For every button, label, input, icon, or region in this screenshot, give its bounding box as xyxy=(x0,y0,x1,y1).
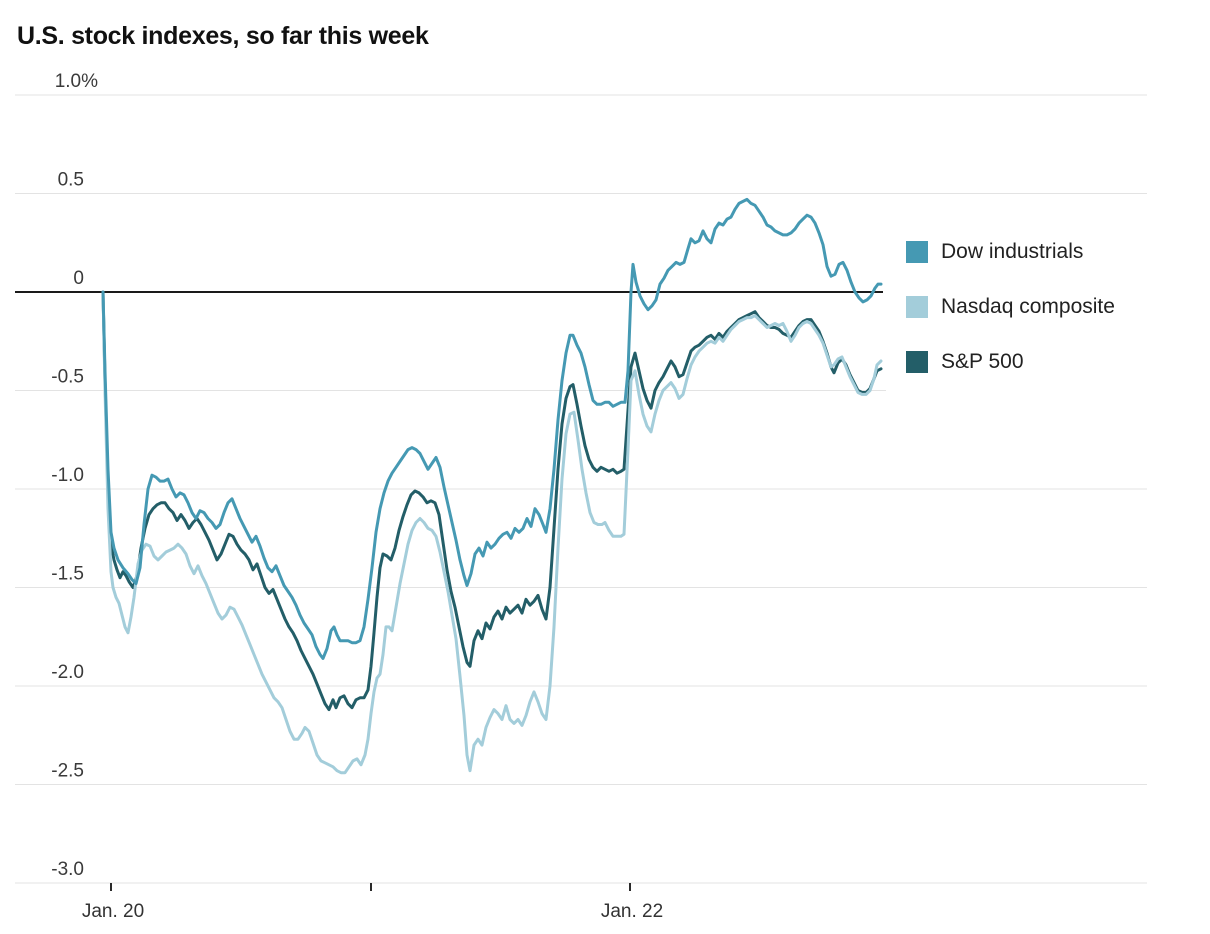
y-axis-label: -1.0 xyxy=(51,465,84,486)
legend-background xyxy=(886,220,1210,400)
y-axis-label: 0 xyxy=(73,268,84,289)
y-axis-label: -1.5 xyxy=(51,564,84,585)
legend: Dow industrials Nasdaq composite S&P 500 xyxy=(906,240,1115,405)
legend-label-dow-industrials: Dow industrials xyxy=(941,240,1084,263)
x-axis-label: Jan. 20 xyxy=(82,901,144,922)
legend-swatch-nasdaq-composite-icon xyxy=(906,295,928,318)
y-axis-label: 1.0% xyxy=(55,71,98,92)
series-line-s-p-500 xyxy=(101,290,883,712)
y-axis-label: -2.5 xyxy=(51,761,84,782)
legend-label-sp-500: S&P 500 xyxy=(941,350,1024,373)
chart-title: U.S. stock indexes, so far this week xyxy=(17,21,429,50)
y-axis-label: -0.5 xyxy=(51,367,84,388)
x-axis-label: Jan. 22 xyxy=(601,901,663,922)
y-axis-label: -3.0 xyxy=(51,859,84,880)
legend-swatch-sp-500-icon xyxy=(906,350,928,373)
series-line-nasdaq-composite xyxy=(101,290,883,775)
series-line-dow-industrials xyxy=(101,197,883,660)
legend-item-sp-500: S&P 500 xyxy=(906,350,1115,373)
y-axis-label: 0.5 xyxy=(58,170,84,191)
legend-label-nasdaq-composite: Nasdaq composite xyxy=(941,295,1115,318)
legend-swatch-dow-industrials-icon xyxy=(906,240,928,263)
legend-item-nasdaq-composite: Nasdaq composite xyxy=(906,295,1115,318)
y-axis-label: -2.0 xyxy=(51,662,84,683)
legend-item-dow-industrials: Dow industrials xyxy=(906,240,1115,263)
